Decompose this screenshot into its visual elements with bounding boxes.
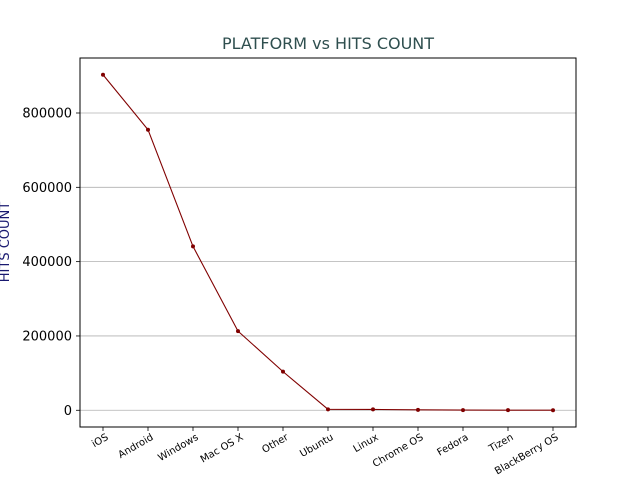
y-tick-label: 200000 xyxy=(22,329,72,344)
y-tick-label: 800000 xyxy=(22,106,72,121)
y-tick-label: 0 xyxy=(64,404,72,419)
y-axis-ticks: 0 200000 400000 600000 800000 xyxy=(22,106,80,419)
data-point xyxy=(101,72,105,77)
y-tick-label: 400000 xyxy=(22,255,72,270)
data-point xyxy=(281,369,285,374)
chart-title: PLATFORM vs HITS COUNT xyxy=(222,34,434,53)
data-point xyxy=(461,408,465,413)
data-point xyxy=(506,408,510,413)
data-point xyxy=(236,329,240,334)
data-point xyxy=(416,407,420,412)
data-point xyxy=(146,127,150,132)
y-axis-label: HITS COUNT xyxy=(0,202,13,282)
data-point xyxy=(326,407,330,412)
y-tick-label: 600000 xyxy=(22,181,72,196)
data-point xyxy=(371,407,375,412)
data-point xyxy=(191,244,195,249)
data-point xyxy=(551,408,555,413)
data-points xyxy=(101,72,555,413)
